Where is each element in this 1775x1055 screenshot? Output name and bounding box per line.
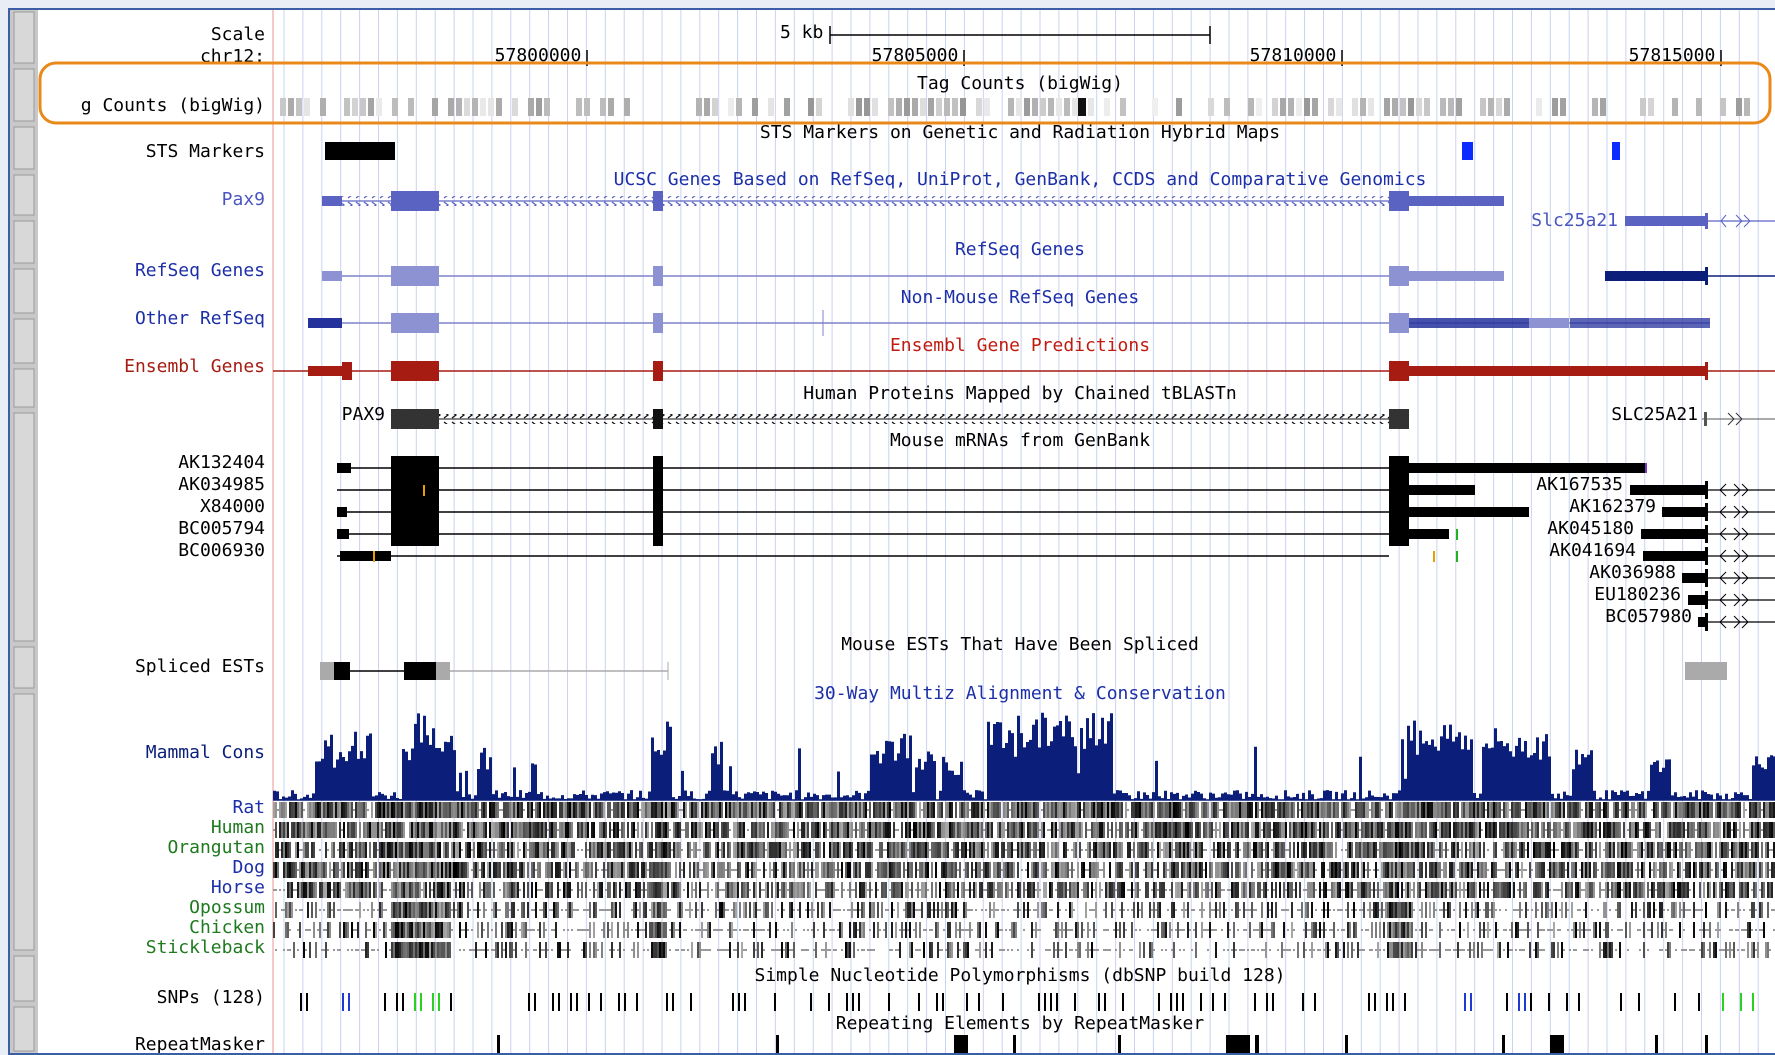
mrna-left-models <box>337 456 1646 562</box>
repeatmasker-track <box>497 1035 1708 1053</box>
spliced-ests-track <box>320 662 1727 680</box>
species-label[interactable]: Horse <box>211 877 265 898</box>
mrna-label[interactable]: AK036988 <box>1589 562 1676 583</box>
mrna-label[interactable]: BC057980 <box>1605 606 1692 627</box>
species-label[interactable]: Orangutan <box>167 837 265 858</box>
mrna-label[interactable]: BC005794 <box>178 518 265 539</box>
species-label[interactable]: Dog <box>232 857 265 878</box>
species-label[interactable]: Rat <box>232 797 265 818</box>
ucsc-gene2-label[interactable]: Slc25a21 <box>1531 210 1618 231</box>
sts-title: STS Markers on Genetic and Radiation Hyb… <box>760 122 1280 143</box>
mrna-label[interactable]: AK045180 <box>1547 518 1634 539</box>
refseq-title: RefSeq Genes <box>955 239 1085 260</box>
repeatmasker-title: Repeating Elements by RepeatMasker <box>836 1013 1205 1034</box>
refseq-track <box>322 266 1775 286</box>
snps-label[interactable]: SNPs (128) <box>157 987 265 1008</box>
species-label[interactable]: Human <box>211 817 265 838</box>
mrna-label[interactable]: EU180236 <box>1594 584 1681 605</box>
scale-label: Scale <box>211 24 265 45</box>
tag-counts-track <box>280 98 1750 116</box>
species-label[interactable]: Stickleback <box>146 937 265 958</box>
track-side-buttons[interactable] <box>14 12 34 1051</box>
mammal-cons-label[interactable]: Mammal Cons <box>146 742 265 763</box>
browser-frame: Scale 5 kb chr12: 57800000 57805000 5781… <box>8 8 1775 1055</box>
pax9-protein-label[interactable]: PAX9 <box>342 404 385 425</box>
snps-title: Simple Nucleotide Polymorphisms (dbSNP b… <box>754 965 1285 986</box>
refseq-label[interactable]: RefSeq Genes <box>135 260 265 281</box>
multiz-title: 30-Way Multiz Alignment & Conservation <box>814 683 1226 704</box>
other-refseq-title: Non-Mouse RefSeq Genes <box>901 287 1139 308</box>
ensembl-track <box>273 361 1775 381</box>
sts-track <box>325 142 1620 160</box>
mrna-right-labels[interactable]: AK167535 AK162379 AK045180 AK041694 AK03… <box>1536 474 1692 627</box>
ucsc-gene-label[interactable]: Pax9 <box>222 189 265 210</box>
other-refseq-label[interactable]: Other RefSeq <box>135 308 265 329</box>
ensembl-label[interactable]: Ensembl Genes <box>124 356 265 377</box>
species-label[interactable]: Chicken <box>189 917 265 938</box>
tag-counts-title: Tag Counts (bigWig) <box>917 73 1123 94</box>
ucsc-gene2-model <box>1625 213 1775 229</box>
mrna-label[interactable]: AK041694 <box>1549 540 1636 561</box>
mrna-label[interactable]: X84000 <box>200 496 265 517</box>
ucsc-gene-model <box>322 191 1504 211</box>
slc25a21-protein-label[interactable]: SLC25A21 <box>1611 404 1698 425</box>
mrna-label[interactable]: AK034985 <box>178 474 265 495</box>
spliced-ests-label[interactable]: Spliced ESTs <box>135 656 265 677</box>
tag-counts-label[interactable]: g Counts (bigWig) <box>81 95 265 116</box>
other-refseq-track <box>308 310 1710 336</box>
mrna-left-labels[interactable]: AK132404 AK034985 X84000 BC005794 BC0069… <box>178 452 265 561</box>
scale-bar-label: 5 kb <box>780 22 823 43</box>
genome-browser-image: Scale 5 kb chr12: 57800000 57805000 5781… <box>10 10 1775 1053</box>
human-proteins-title: Human Proteins Mapped by Chained tBLASTn <box>803 383 1236 404</box>
repeatmasker-label[interactable]: RepeatMasker <box>135 1034 265 1053</box>
mrna-label[interactable]: BC006930 <box>178 540 265 561</box>
species-label[interactable]: Opossum <box>189 897 265 918</box>
species-labels[interactable]: Rat Human Orangutan Dog Horse Opossum Ch… <box>146 797 265 958</box>
spliced-ests-title: Mouse ESTs That Have Been Spliced <box>841 634 1199 655</box>
mrna-title: Mouse mRNAs from GenBank <box>890 430 1150 451</box>
slc25a21-protein <box>1702 412 1775 426</box>
mrna-label[interactable]: AK167535 <box>1536 474 1623 495</box>
conservation-wiggle <box>273 713 1775 800</box>
sts-label[interactable]: STS Markers <box>146 141 265 162</box>
mrna-label[interactable]: AK162379 <box>1569 496 1656 517</box>
mrna-label[interactable]: AK132404 <box>178 452 265 473</box>
pax9-protein <box>391 409 1409 429</box>
species-alignment <box>273 802 1775 958</box>
ucsc-genes-title: UCSC Genes Based on RefSeq, UniProt, Gen… <box>614 169 1427 190</box>
ensembl-title: Ensembl Gene Predictions <box>890 335 1150 356</box>
snp-track <box>300 993 1754 1011</box>
